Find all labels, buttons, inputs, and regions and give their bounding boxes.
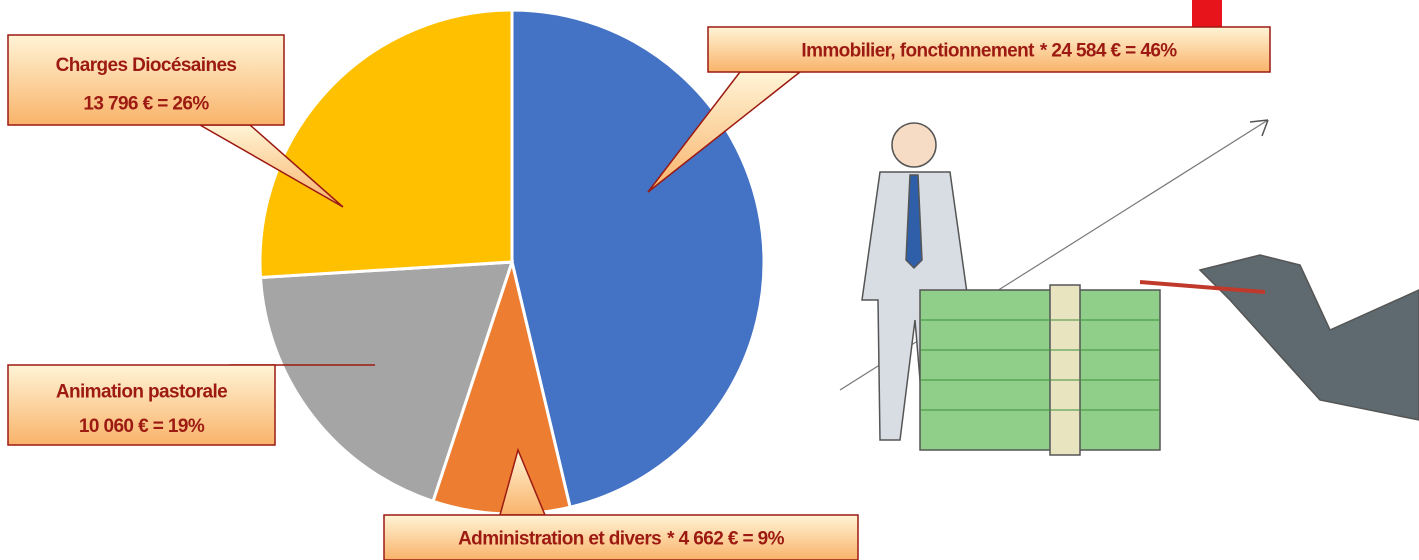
value-label: 10 060 € = 19%: [79, 416, 205, 437]
illustration: [840, 120, 1419, 455]
pie: [260, 10, 764, 514]
callout-label: Immobilier, fonctionnement* 24 584 € = 4…: [801, 41, 1177, 62]
page: Immobilier, fonctionnement* 24 584 € = 4…: [0, 0, 1419, 560]
man-head: [892, 123, 936, 167]
category-label: Immobilier, fonctionnement: [801, 41, 1035, 62]
callout-label: Administration et divers * 4 662 € = 9%: [458, 529, 785, 550]
category-label: Animation pastorale: [56, 382, 227, 403]
category-label: Charges Diocésaines: [56, 55, 237, 76]
money-stack: [920, 290, 1160, 450]
value-label: 13 796 € = 26%: [83, 94, 209, 115]
value-label: * 4 662 € = 9%: [667, 529, 784, 550]
value-label: * 24 584 € = 46%: [1040, 41, 1177, 62]
hand-sleeve: [1200, 255, 1419, 420]
pie-slice: [260, 10, 512, 278]
money-band: [1050, 285, 1080, 455]
category-label: Administration et divers: [458, 529, 661, 550]
